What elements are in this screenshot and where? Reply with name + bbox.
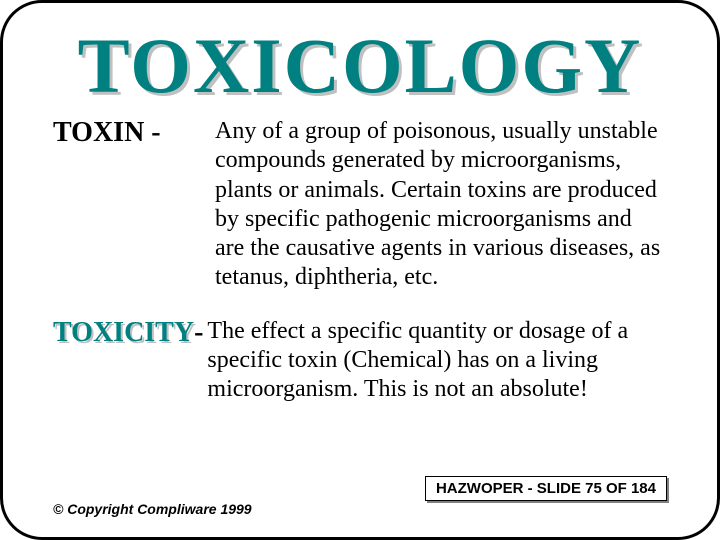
- term-toxin: TOXIN -: [53, 117, 203, 149]
- slide-title: TOXICOLOGY: [43, 21, 677, 111]
- slide-footer: © Copyright Compliware 1999 HAZWOPER - S…: [53, 492, 667, 517]
- definition-text: Any of a group of poisonous, usually uns…: [215, 117, 667, 293]
- definitions-block: TOXIN - Any of a group of poisonous, usu…: [43, 117, 677, 404]
- definition-text: The effect a specific quantity or dosage…: [207, 317, 667, 405]
- copyright-text: © Copyright Compliware 1999: [53, 501, 252, 517]
- definition-row: TOXICITY - The effect a specific quantit…: [53, 317, 667, 405]
- term-toxicity: TOXICITY: [53, 317, 194, 349]
- definition-row: TOXIN - Any of a group of poisonous, usu…: [53, 117, 667, 293]
- slide-frame: TOXICOLOGY TOXIN - Any of a group of poi…: [0, 0, 720, 540]
- term-dash: -: [194, 317, 203, 349]
- slide-count-badge: HAZWOPER - SLIDE 75 OF 184: [425, 476, 667, 501]
